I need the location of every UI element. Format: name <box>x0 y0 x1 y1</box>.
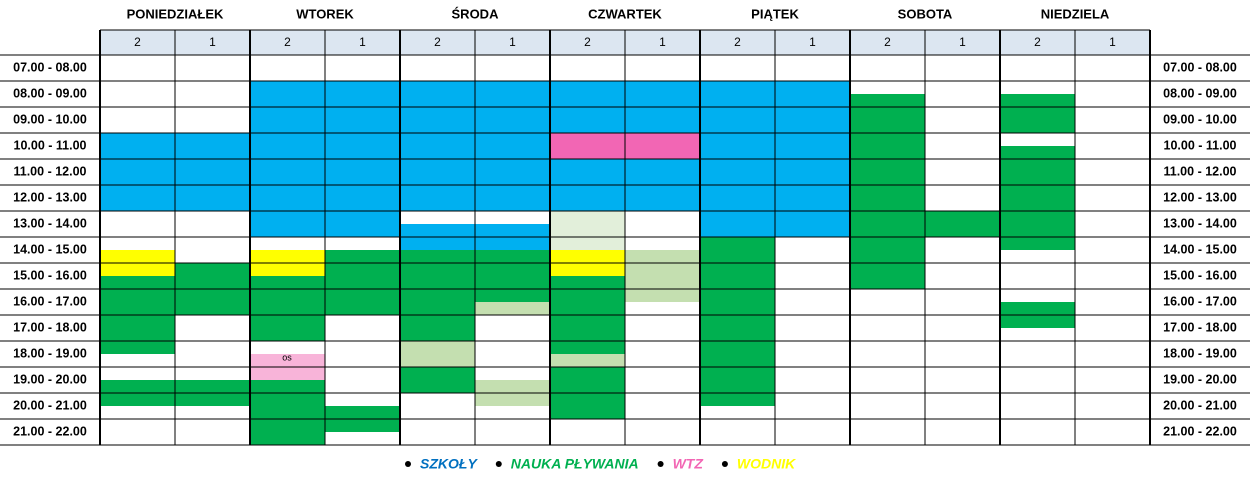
lane-number: 2 <box>284 35 291 49</box>
legend-item: WODNIK <box>737 456 796 472</box>
time-slot: 16.00 - 17.00 <box>13 294 87 308</box>
legend-bullet <box>721 461 728 467</box>
time-slot: 08.00 - 09.00 <box>13 86 87 100</box>
time-slot: 12.00 - 13.00 <box>13 190 87 204</box>
time-slot: 14.00 - 15.00 <box>1163 242 1237 256</box>
time-slot: 14.00 - 15.00 <box>13 242 87 256</box>
lane-number: 1 <box>509 35 516 49</box>
time-slot: 13.00 - 14.00 <box>1163 216 1237 230</box>
day-name: CZWARTEK <box>588 6 662 21</box>
day-name: NIEDZIELA <box>1041 6 1110 21</box>
time-slot: 20.00 - 21.00 <box>13 398 87 412</box>
lane-number: 1 <box>809 35 816 49</box>
time-slot: 19.00 - 20.00 <box>1163 372 1237 386</box>
time-slot: 08.00 - 09.00 <box>1163 86 1237 100</box>
lane-number: 2 <box>584 35 591 49</box>
lane-number: 2 <box>134 35 141 49</box>
legend-item: NAUKA PŁYWANIA <box>511 456 639 472</box>
time-slot: 17.00 - 18.00 <box>13 320 87 334</box>
day-name: PONIEDZIAŁEK <box>127 6 224 21</box>
time-slot: 18.00 - 19.00 <box>13 346 87 360</box>
time-slot: 12.00 - 13.00 <box>1163 190 1237 204</box>
time-slot: 15.00 - 16.00 <box>13 268 87 282</box>
time-slot: 16.00 - 17.00 <box>1163 294 1237 308</box>
legend-bullet <box>657 461 664 467</box>
day-name: SOBOTA <box>898 6 953 21</box>
lane-number: 1 <box>659 35 666 49</box>
note: os <box>282 352 292 362</box>
time-slot: 18.00 - 19.00 <box>1163 346 1237 360</box>
lane-number: 2 <box>884 35 891 49</box>
legend-bullet <box>495 461 502 467</box>
lane-number: 2 <box>434 35 441 49</box>
time-slot: 17.00 - 18.00 <box>1163 320 1237 334</box>
legend-bullet <box>405 461 411 467</box>
time-slot: 19.00 - 20.00 <box>13 372 87 386</box>
time-slot: 15.00 - 16.00 <box>1163 268 1237 282</box>
time-slot: 21.00 - 22.00 <box>1163 424 1237 438</box>
lane-number: 2 <box>1034 35 1041 49</box>
time-slot: 21.00 - 22.00 <box>13 424 87 438</box>
time-slot: 07.00 - 08.00 <box>1163 60 1237 74</box>
lane-number: 1 <box>1109 35 1116 49</box>
lane-number: 2 <box>734 35 741 49</box>
time-slot: 11.00 - 12.00 <box>1164 164 1237 178</box>
time-slot: 11.00 - 12.00 <box>14 164 87 178</box>
day-name: ŚRODA <box>452 6 500 21</box>
lane-number: 1 <box>359 35 366 49</box>
time-slot: 09.00 - 10.00 <box>1163 112 1237 126</box>
time-slot: 13.00 - 14.00 <box>13 216 87 230</box>
time-slot: 20.00 - 21.00 <box>1163 398 1237 412</box>
legend-item: WTZ <box>673 456 704 472</box>
time-slot: 07.00 - 08.00 <box>13 60 87 74</box>
lane-number: 1 <box>209 35 216 49</box>
lane-number: 1 <box>959 35 966 49</box>
time-slot: 09.00 - 10.00 <box>13 112 87 126</box>
day-name: PIĄTEK <box>751 6 799 21</box>
time-slot: 10.00 - 11.00 <box>1164 138 1237 152</box>
legend-item: SZKOŁY <box>420 456 478 472</box>
time-slot: 10.00 - 11.00 <box>14 138 87 152</box>
day-name: WTOREK <box>296 6 354 21</box>
